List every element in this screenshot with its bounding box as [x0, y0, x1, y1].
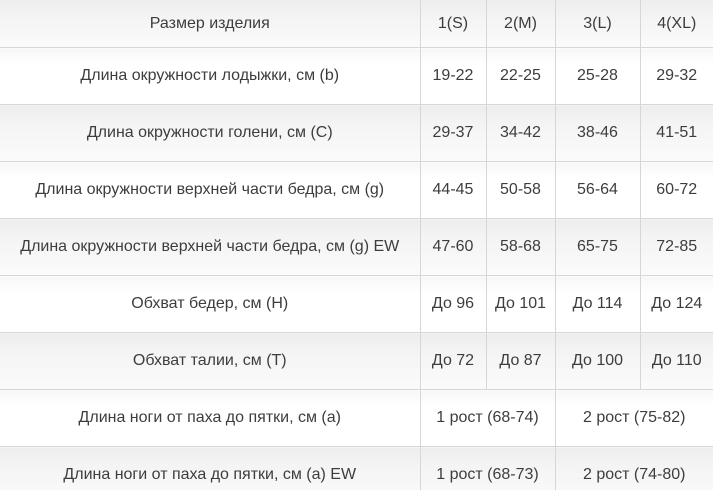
size-value: До 114: [554, 275, 641, 333]
table-row-waist-girth: Обхват талии, см (T) До 72 До 87 До 100 …: [0, 332, 713, 390]
size-value: До 124: [639, 275, 713, 333]
row-label: Длина ноги от паха до пятки, см (a): [0, 389, 421, 447]
size-value: 19-22: [419, 47, 487, 105]
size-value: 25-28: [554, 47, 641, 105]
size-value: 29-32: [639, 47, 713, 105]
table-row-upper-thigh-circumference-ew: Длина окружности верхней части бедра, см…: [0, 218, 713, 276]
size-value: 58-68: [485, 218, 556, 276]
column-header-size-1: 1(S): [419, 0, 487, 48]
size-value: 50-58: [485, 161, 556, 219]
size-value: 41-51: [639, 104, 713, 162]
row-label: Длина окружности верхней части бедра, см…: [0, 161, 421, 219]
size-value: 47-60: [419, 218, 487, 276]
table-row-ankle-circumference: Длина окружности лодыжки, см (b) 19-22 2…: [0, 47, 713, 105]
size-value: До 110: [639, 332, 713, 390]
size-value-height-1: 1 рост (68-73): [419, 446, 556, 490]
column-header-size-3: 3(L): [554, 0, 641, 48]
table-header-row: Размер изделия 1(S) 2(M) 3(L) 4(XL): [0, 0, 713, 48]
header-label: Размер изделия: [0, 0, 421, 48]
size-value-height-2: 2 рост (74-80): [554, 446, 713, 490]
row-label: Длина ноги от паха до пятки, см (a) EW: [0, 446, 421, 490]
row-label: Обхват бедер, см (H): [0, 275, 421, 333]
size-value: До 87: [485, 332, 556, 390]
table-row-leg-length: Длина ноги от паха до пятки, см (a) 1 ро…: [0, 389, 713, 447]
column-header-size-4: 4(XL): [639, 0, 713, 48]
size-value: 56-64: [554, 161, 641, 219]
table-row-hip-girth: Обхват бедер, см (H) До 96 До 101 До 114…: [0, 275, 713, 333]
size-value: До 96: [419, 275, 487, 333]
table-row-leg-length-ew: Длина ноги от паха до пятки, см (a) EW 1…: [0, 446, 713, 490]
size-value-height-2: 2 рост (75-82): [554, 389, 713, 447]
size-value: 72-85: [639, 218, 713, 276]
size-value: 60-72: [639, 161, 713, 219]
table-row-upper-thigh-circumference: Длина окружности верхней части бедра, см…: [0, 161, 713, 219]
size-value: До 101: [485, 275, 556, 333]
size-value-height-1: 1 рост (68-74): [419, 389, 556, 447]
table-row-calf-circumference: Длина окружности голени, см (C) 29-37 34…: [0, 104, 713, 162]
size-value: 29-37: [419, 104, 487, 162]
size-value: 38-46: [554, 104, 641, 162]
row-label: Обхват талии, см (T): [0, 332, 421, 390]
size-value: 22-25: [485, 47, 556, 105]
column-header-size-2: 2(M): [485, 0, 556, 48]
size-value: 34-42: [485, 104, 556, 162]
size-value: До 72: [419, 332, 487, 390]
size-value: 65-75: [554, 218, 641, 276]
row-label: Длина окружности лодыжки, см (b): [0, 47, 421, 105]
size-value: До 100: [554, 332, 641, 390]
size-value: 44-45: [419, 161, 487, 219]
row-label: Длина окружности голени, см (C): [0, 104, 421, 162]
row-label: Длина окружности верхней части бедра, см…: [0, 218, 421, 276]
